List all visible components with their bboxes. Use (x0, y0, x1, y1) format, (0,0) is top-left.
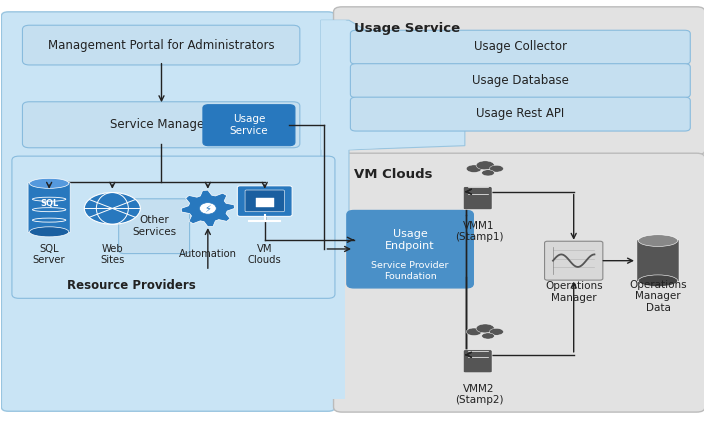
FancyBboxPatch shape (245, 190, 284, 212)
Text: Usage
Service: Usage Service (230, 115, 268, 136)
Ellipse shape (476, 161, 494, 170)
Text: Usage
Endpoint: Usage Endpoint (385, 229, 435, 250)
FancyBboxPatch shape (463, 350, 492, 373)
FancyBboxPatch shape (12, 156, 335, 298)
Polygon shape (321, 20, 465, 246)
FancyBboxPatch shape (350, 97, 690, 131)
Polygon shape (321, 177, 345, 399)
Ellipse shape (30, 179, 69, 188)
Ellipse shape (489, 328, 503, 335)
FancyBboxPatch shape (238, 186, 292, 216)
FancyBboxPatch shape (333, 7, 705, 155)
Text: Management Portal for Administrators: Management Portal for Administrators (48, 39, 275, 52)
Text: Operations
Manager: Operations Manager (545, 281, 603, 303)
Text: SQL: SQL (40, 199, 59, 208)
FancyBboxPatch shape (463, 187, 492, 210)
FancyBboxPatch shape (118, 199, 190, 253)
Ellipse shape (638, 235, 678, 246)
Text: ⚡: ⚡ (204, 203, 212, 213)
Ellipse shape (85, 192, 140, 224)
FancyBboxPatch shape (350, 30, 690, 64)
Ellipse shape (638, 275, 678, 287)
Text: Usage Collector: Usage Collector (474, 40, 567, 53)
Ellipse shape (30, 227, 69, 237)
FancyBboxPatch shape (28, 182, 70, 233)
Text: Resource Providers: Resource Providers (67, 279, 196, 292)
Text: VM
Clouds: VM Clouds (248, 244, 281, 265)
Ellipse shape (482, 333, 494, 339)
Text: Usage Service: Usage Service (354, 22, 460, 35)
FancyBboxPatch shape (203, 105, 295, 146)
Text: Usage Database: Usage Database (472, 74, 569, 87)
Text: VM Clouds: VM Clouds (354, 168, 432, 181)
FancyBboxPatch shape (637, 240, 679, 282)
Text: SQL
Server: SQL Server (33, 244, 66, 265)
Text: Service Provider
Foundation: Service Provider Foundation (372, 261, 449, 281)
Ellipse shape (466, 165, 482, 173)
Text: Other
Services: Other Services (132, 215, 176, 237)
FancyBboxPatch shape (333, 153, 705, 412)
Text: Usage Rest API: Usage Rest API (476, 107, 565, 120)
Text: Service Management API: Service Management API (110, 118, 257, 131)
FancyBboxPatch shape (544, 241, 603, 280)
FancyBboxPatch shape (1, 12, 335, 411)
FancyBboxPatch shape (23, 102, 300, 148)
Text: VMM2
(Stamp2): VMM2 (Stamp2) (455, 384, 503, 405)
Ellipse shape (489, 165, 503, 172)
FancyBboxPatch shape (256, 197, 274, 207)
FancyBboxPatch shape (23, 25, 300, 65)
Ellipse shape (466, 328, 482, 336)
Polygon shape (321, 20, 461, 150)
Text: VMM1
(Stamp1): VMM1 (Stamp1) (455, 221, 503, 242)
FancyBboxPatch shape (347, 210, 473, 288)
Ellipse shape (482, 170, 494, 176)
Text: Web
Sites: Web Sites (100, 244, 125, 265)
Ellipse shape (200, 203, 216, 214)
Text: Automation: Automation (179, 249, 237, 259)
Ellipse shape (476, 324, 494, 333)
Text: Operations
Manager
Data: Operations Manager Data (629, 280, 687, 313)
FancyBboxPatch shape (350, 64, 690, 98)
Polygon shape (181, 190, 235, 226)
